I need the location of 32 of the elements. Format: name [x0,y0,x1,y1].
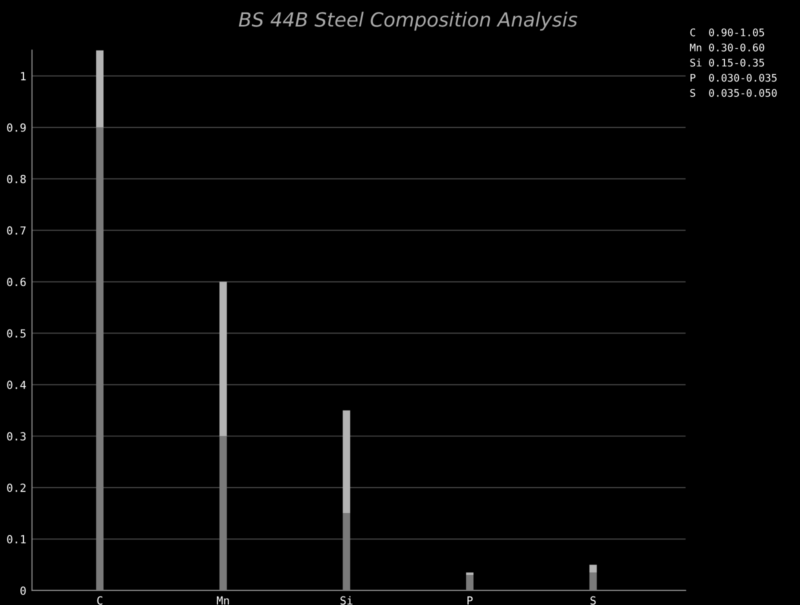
y-tick-label: 0.1 [7,535,26,544]
text: Si 0.15-0.35 [690,58,764,67]
text: C 0.90-1.05 [690,28,764,36]
x-tick-label: S [590,596,596,605]
bar [219,282,227,436]
bar [466,575,474,590]
y-tick-label: 1 [21,72,26,80]
y-tick-label: 0.9 [7,123,26,132]
y-tick-label: 0 [20,586,26,595]
bar [589,572,597,590]
bar [96,50,104,128]
y-tick-label: 0.5 [7,329,26,338]
y-tick-label: 0.3 [7,432,26,441]
x-tick-label: C [97,596,102,605]
y-tick-label: 0.2 [7,484,26,492]
text: P 0.030-0.035 [690,74,777,82]
x-tick-label: P [468,596,473,605]
bar [96,127,104,590]
y-tick-label: 0.4 [7,380,26,390]
y-tick-label: 0.6 [7,278,26,286]
text: S 0.035-0.050 [690,88,777,97]
chart-title: BS 44B Steel Composition Analysis [238,12,578,31]
bar [342,513,350,590]
x-tick-label: Si [340,596,352,605]
bar [589,564,597,572]
bar [219,436,227,590]
y-tick-label: 0.7 [7,226,26,235]
text: Mn 0.30-0.60 [690,44,764,52]
bar [342,410,350,514]
x-tick-label: Mn [216,596,229,605]
bar [466,572,474,576]
y-tick-label: 0.8 [7,174,26,184]
